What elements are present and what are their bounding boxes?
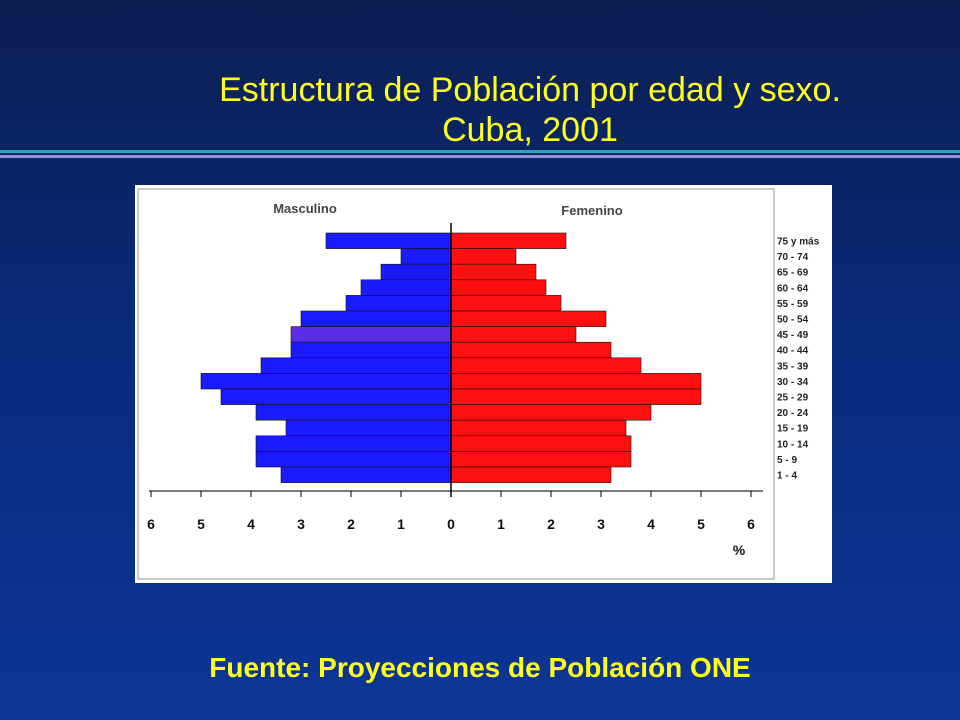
slide-title-line2: Cuba, 2001 — [442, 111, 618, 149]
female-bar — [450, 357, 642, 374]
female-bar — [450, 295, 562, 312]
male-bar — [290, 341, 452, 359]
female-bar — [450, 466, 612, 483]
age-group-label: 55 - 59 — [777, 299, 809, 310]
age-group-label: 15 - 19 — [777, 424, 809, 435]
x-tick-label: 5 — [697, 516, 705, 532]
x-tick-label: 3 — [297, 516, 305, 532]
x-tick-label: 3 — [597, 516, 605, 532]
plot-frame — [137, 188, 775, 580]
male-bar — [200, 373, 452, 390]
age-group-label: 30 - 34 — [777, 377, 809, 388]
male-bar — [290, 326, 452, 343]
male-bar — [280, 466, 452, 483]
male-bar — [300, 310, 452, 327]
x-tick-label: 5 — [197, 516, 205, 532]
age-group-label: 65 - 69 — [777, 268, 809, 279]
male-bar — [285, 419, 452, 437]
male-bar — [255, 404, 452, 421]
x-tick-label: 4 — [247, 516, 255, 532]
male-bar — [220, 388, 452, 405]
male-bar — [380, 263, 452, 281]
slide-title: Estructura de Población por edad y sexo.… — [100, 70, 960, 150]
x-tick-label: 1 — [397, 516, 405, 532]
female-bar — [450, 341, 612, 359]
male-bar — [345, 295, 452, 312]
female-bar — [450, 404, 652, 421]
age-group-label: 50 - 54 — [777, 315, 809, 326]
age-group-label: 1 - 4 — [777, 471, 797, 482]
age-group-label: 5 - 9 — [777, 455, 797, 466]
age-group-label: 40 - 44 — [777, 346, 809, 357]
age-group-label: 45 - 49 — [777, 330, 809, 341]
male-bar — [400, 248, 452, 265]
age-group-label: 70 - 74 — [777, 252, 809, 263]
female-bar — [450, 373, 702, 390]
population-pyramid-chart: Masculino Femenino 6 5 4 3 2 1 0 1 2 3 4 5 6 75 y má… — [135, 185, 832, 583]
female-bar — [450, 279, 547, 296]
age-group-label: 10 - 14 — [777, 439, 809, 450]
male-bar — [260, 357, 452, 374]
title-divider-lavender — [0, 155, 960, 158]
title-divider-teal — [0, 150, 960, 153]
female-bar — [450, 232, 567, 249]
x-tick-label: 0 — [447, 516, 455, 532]
x-tick-label: 4 — [647, 516, 655, 532]
female-bar — [450, 326, 577, 343]
male-bar — [255, 435, 452, 452]
female-bar — [450, 451, 632, 468]
female-bar — [450, 248, 517, 265]
male-bar — [360, 279, 452, 296]
slide-title-line1: Estructura de Población por edad y sexo. — [219, 71, 841, 109]
female-label: Femenino — [561, 203, 622, 218]
female-bar — [450, 435, 632, 452]
x-tick-label: 2 — [547, 516, 555, 532]
female-bar — [450, 388, 702, 405]
age-group-label: 25 - 29 — [777, 393, 809, 404]
source-note: Fuente: Proyecciones de Población ONE — [209, 652, 751, 683]
age-group-label: 75 y más — [777, 237, 820, 248]
x-tick-label: 6 — [147, 516, 155, 532]
population-pyramid-svg: Masculino Femenino 6 5 4 3 2 1 0 1 2 3 4 5 6 75 y má… — [137, 188, 820, 580]
female-bar — [450, 263, 537, 281]
female-bar — [450, 310, 607, 327]
male-label: Masculino — [273, 201, 337, 216]
male-bar — [255, 451, 452, 468]
age-group-label: 20 - 24 — [777, 408, 809, 419]
male-bar — [325, 232, 452, 249]
female-bar — [450, 419, 627, 437]
x-tick-label: 6 — [747, 516, 755, 532]
x-tick-label: 1 — [497, 516, 505, 532]
age-group-label: 60 - 64 — [777, 283, 809, 294]
age-group-label: 35 - 39 — [777, 361, 809, 372]
x-tick-label: 2 — [347, 516, 355, 532]
x-axis-unit-label: % — [733, 542, 746, 558]
